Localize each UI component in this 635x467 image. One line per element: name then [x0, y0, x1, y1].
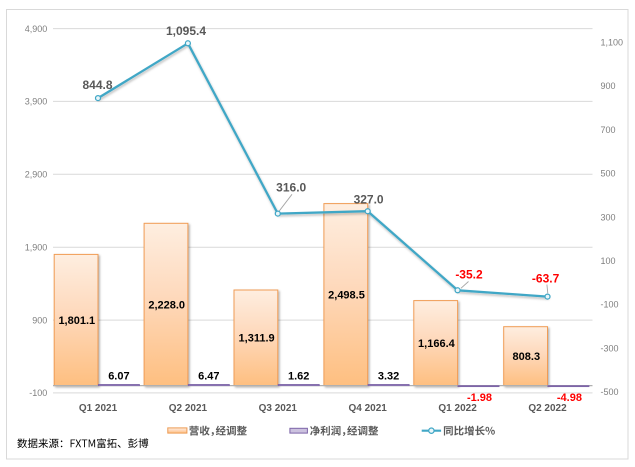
svg-text:-500: -500 [601, 387, 619, 397]
svg-text:Q2 2022: Q2 2022 [528, 403, 567, 414]
svg-text:Q3 2021: Q3 2021 [259, 403, 298, 414]
svg-text:Q1 2021: Q1 2021 [79, 403, 118, 414]
svg-text:500: 500 [601, 169, 616, 179]
svg-text:844.8: 844.8 [82, 78, 112, 92]
svg-text:3,900: 3,900 [25, 97, 48, 107]
svg-text:3.32: 3.32 [378, 371, 399, 383]
svg-text:6.47: 6.47 [198, 371, 219, 383]
svg-text:2,900: 2,900 [25, 170, 48, 180]
svg-text:1.62: 1.62 [288, 371, 309, 383]
svg-text:-100: -100 [29, 388, 47, 398]
svg-text:-100: -100 [601, 300, 619, 310]
svg-text:1,311.9: 1,311.9 [239, 333, 275, 345]
svg-text:327.0: 327.0 [354, 193, 384, 207]
svg-text:2,498.5: 2,498.5 [328, 289, 365, 301]
svg-text:300: 300 [601, 212, 616, 222]
svg-text:700: 700 [601, 125, 616, 135]
svg-text:100: 100 [601, 256, 616, 266]
svg-text:-300: -300 [601, 343, 619, 353]
svg-text:1,900: 1,900 [25, 242, 48, 252]
svg-text:900: 900 [32, 315, 47, 325]
svg-text:6.07: 6.07 [108, 371, 129, 383]
svg-text:-1.98: -1.98 [467, 392, 492, 404]
svg-text:4,900: 4,900 [25, 24, 48, 34]
svg-text:-35.2: -35.2 [455, 268, 483, 282]
svg-text:1,801.1: 1,801.1 [58, 315, 95, 327]
svg-text:1,166.4: 1,166.4 [418, 338, 456, 350]
svg-text:2,228.0: 2,228.0 [148, 299, 185, 311]
svg-text:1,095.4: 1,095.4 [166, 24, 206, 38]
svg-text:Q4 2021: Q4 2021 [349, 403, 388, 414]
svg-text:1,100: 1,100 [601, 38, 624, 48]
svg-text:-4.98: -4.98 [557, 392, 582, 404]
svg-text:316.0: 316.0 [276, 181, 306, 195]
svg-text:Q2 2021: Q2 2021 [169, 403, 208, 414]
svg-text:Q1 2022: Q1 2022 [438, 403, 477, 414]
svg-text:-63.7: -63.7 [532, 272, 560, 286]
svg-text:900: 900 [601, 81, 616, 91]
svg-text:808.3: 808.3 [513, 351, 541, 363]
